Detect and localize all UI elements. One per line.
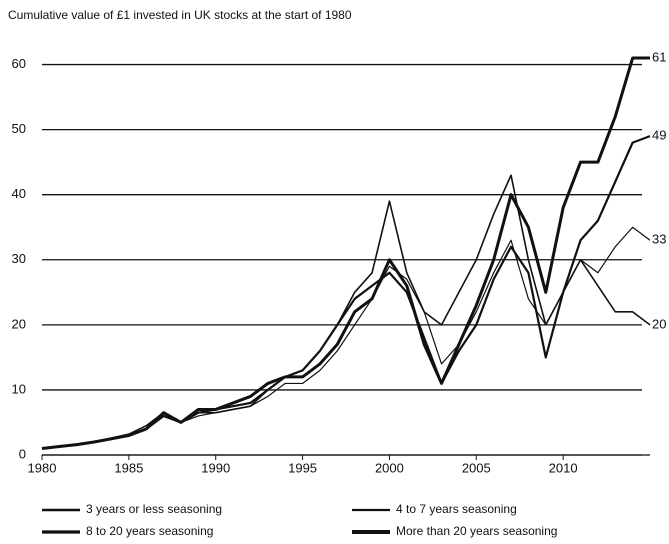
chart-title: Cumulative value of £1 invested in UK st… (8, 8, 352, 22)
y-tick-label: 30 (12, 251, 26, 266)
end-label: 33 (652, 232, 666, 247)
series-line (41, 226, 651, 450)
end-label: 49 (652, 128, 666, 143)
legend-label: More than 20 years seasoning (396, 524, 557, 538)
y-tick-label: 40 (12, 186, 26, 201)
series-line (41, 56, 650, 450)
x-tick-label: 2005 (462, 460, 491, 475)
y-tick-label: 50 (12, 121, 26, 136)
legend-label: 8 to 20 years seasoning (86, 524, 213, 538)
end-label: 20 (652, 316, 666, 331)
x-tick-label: 1985 (114, 460, 143, 475)
end-label: 61 (652, 49, 666, 64)
legend-label: 3 years or less seasoning (86, 502, 222, 516)
x-tick-label: 2000 (375, 460, 404, 475)
x-tick-label: 1995 (288, 460, 317, 475)
series-line (41, 135, 651, 450)
x-tick-label: 1980 (28, 460, 57, 475)
y-tick-label: 60 (12, 56, 26, 71)
y-tick-label: 20 (12, 316, 26, 331)
x-tick-label: 1990 (201, 460, 230, 475)
y-tick-label: 0 (19, 446, 26, 461)
y-tick-label: 10 (12, 381, 26, 396)
legend-label: 4 to 7 years seasoning (396, 502, 517, 516)
x-tick-label: 2010 (549, 460, 578, 475)
